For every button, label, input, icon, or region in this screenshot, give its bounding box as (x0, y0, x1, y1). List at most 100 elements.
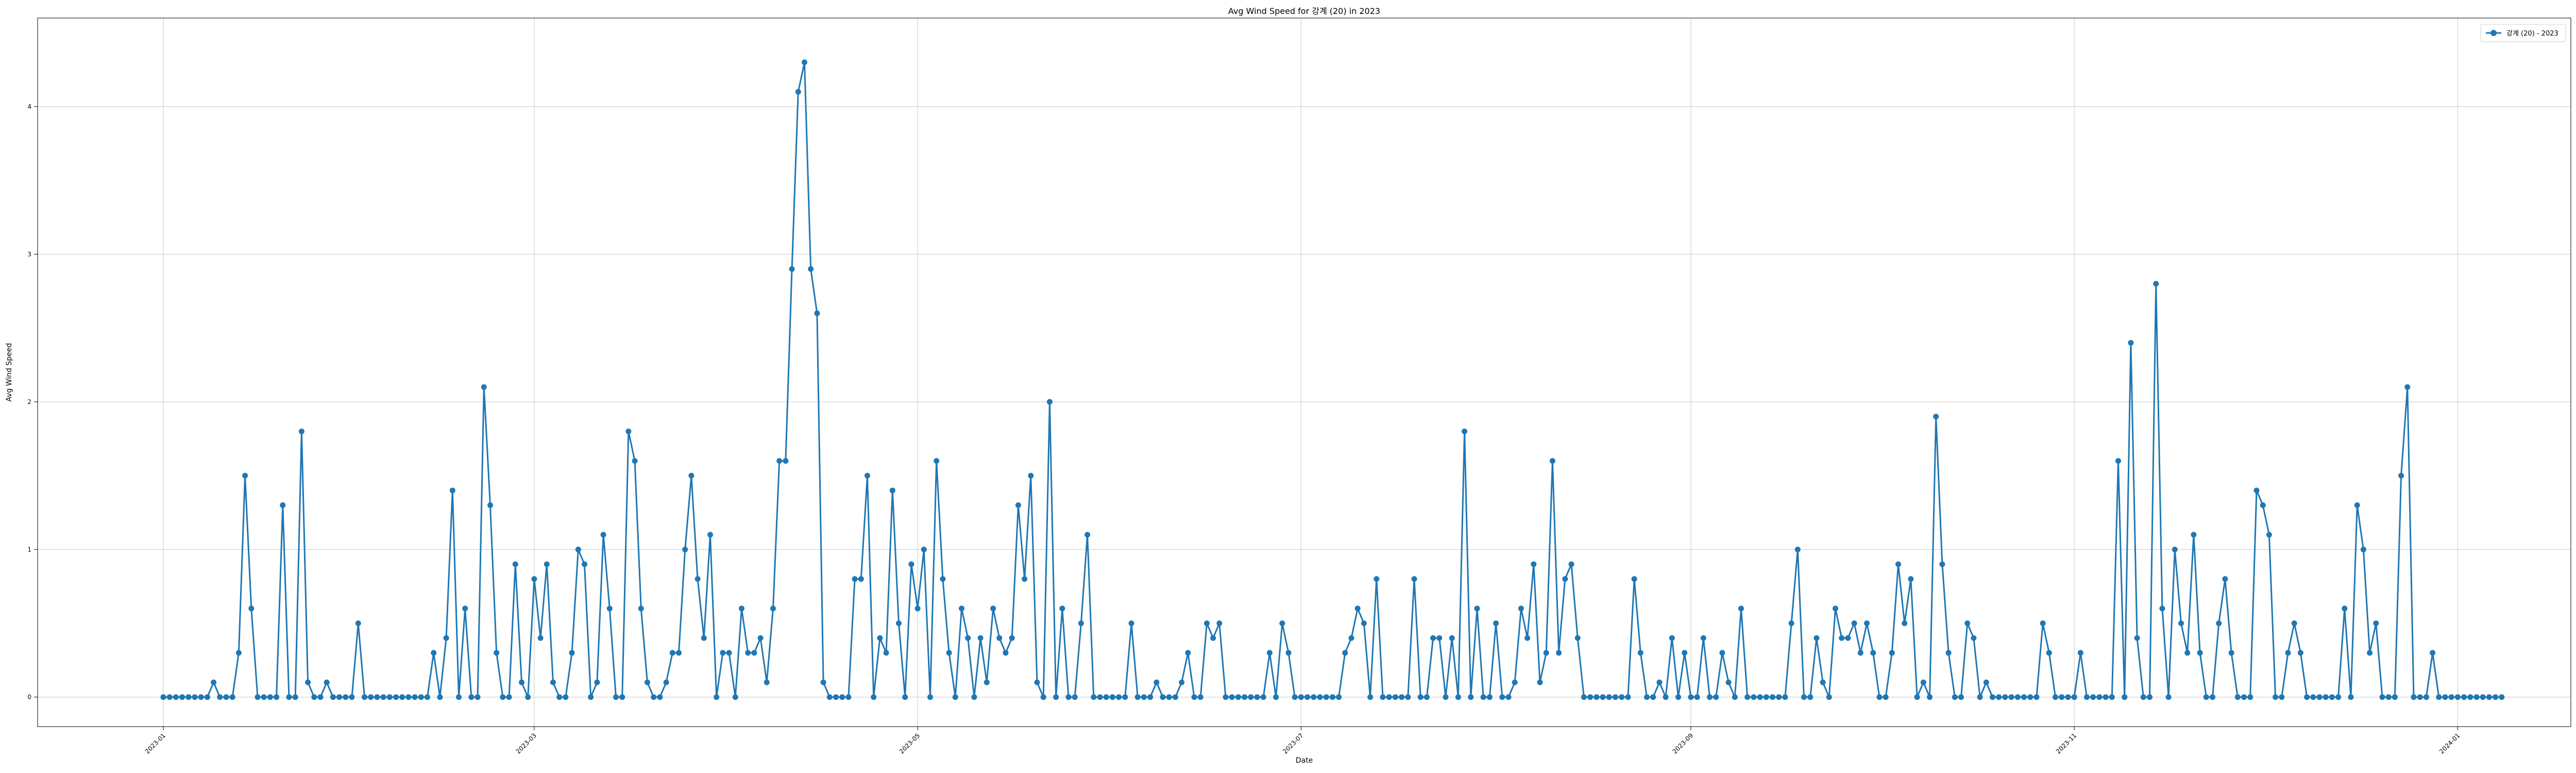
data-point (1354, 606, 1361, 612)
data-point (1336, 694, 1342, 700)
data-point (1065, 694, 1072, 700)
data-point (946, 650, 952, 656)
data-point (2210, 694, 2215, 700)
data-point (2109, 694, 2115, 700)
data-point (1273, 694, 1279, 700)
data-point (298, 428, 304, 434)
data-point (1606, 694, 1612, 700)
data-point (305, 679, 311, 685)
data-point (1072, 694, 1078, 700)
data-point (694, 576, 701, 582)
data-point (745, 650, 751, 656)
x-tick-label: 2024-01 (2438, 732, 2461, 755)
data-point (2033, 694, 2040, 700)
data-point (2046, 650, 2052, 656)
data-point (1154, 679, 1160, 685)
data-point (449, 488, 455, 494)
data-point (2128, 340, 2134, 346)
data-point (525, 694, 531, 700)
data-point (1656, 679, 1663, 685)
data-point (1009, 635, 1015, 641)
data-point (2191, 532, 2197, 538)
data-point (2273, 694, 2279, 700)
data-point (1059, 606, 1065, 612)
data-point (2417, 694, 2423, 700)
data-point (386, 694, 393, 700)
series-line (163, 62, 2502, 700)
data-point (1574, 635, 1581, 641)
data-point (934, 458, 940, 464)
data-point (1833, 606, 1838, 612)
data-point (1242, 694, 1248, 700)
data-point (1462, 428, 1468, 434)
data-point (399, 694, 405, 700)
data-point (2153, 281, 2159, 287)
data-point (2392, 694, 2398, 700)
data-point (1788, 620, 1794, 626)
data-point (1851, 620, 1857, 626)
data-point (2027, 694, 2033, 700)
data-point (537, 635, 544, 641)
data-point (1317, 694, 1323, 700)
data-point (1097, 694, 1103, 700)
data-point (1983, 679, 1989, 685)
data-point (192, 694, 198, 700)
data-point (2499, 694, 2505, 700)
data-point (1443, 694, 1449, 700)
data-point (2297, 650, 2303, 656)
data-point (2122, 694, 2128, 700)
data-point (1644, 694, 1650, 700)
legend-box (2480, 24, 2566, 42)
data-point (544, 561, 550, 567)
data-point (833, 694, 839, 700)
data-point (625, 428, 632, 434)
x-tick-label: 2023-05 (898, 732, 921, 755)
data-point (1839, 635, 1845, 641)
data-point (1298, 694, 1304, 700)
data-point (1870, 650, 1876, 656)
data-point (1719, 650, 1725, 656)
data-point (563, 694, 569, 700)
data-point (2279, 694, 2285, 700)
data-point (726, 650, 732, 656)
data-point (173, 694, 179, 700)
data-point (789, 266, 795, 272)
data-point (971, 694, 977, 700)
data-point (845, 694, 852, 700)
data-point (1248, 694, 1254, 700)
data-point (1990, 694, 1995, 700)
data-point (1399, 694, 1405, 700)
data-point (1814, 635, 1820, 641)
data-point (1631, 576, 1637, 582)
data-point (921, 546, 927, 552)
data-point (1707, 694, 1713, 700)
data-point (1505, 694, 1512, 700)
data-point (1455, 694, 1461, 700)
data-point (1122, 694, 1128, 700)
data-point (2002, 694, 2008, 700)
data-point (311, 694, 317, 700)
data-point (1537, 679, 1543, 685)
data-point (1285, 650, 1292, 656)
data-point (248, 606, 255, 612)
data-point (1417, 694, 1423, 700)
data-point (1920, 679, 1926, 685)
data-point (481, 384, 487, 390)
data-point (606, 606, 613, 612)
data-point (2360, 546, 2366, 552)
data-point (1549, 458, 1555, 464)
data-point (235, 650, 242, 656)
data-point (500, 694, 506, 700)
data-point (2291, 620, 2297, 626)
data-point (2423, 694, 2429, 700)
data-point (2253, 488, 2260, 494)
data-point (852, 576, 858, 582)
data-point (519, 679, 524, 685)
data-point (1663, 694, 1669, 700)
data-point (1725, 679, 1732, 685)
data-point (292, 694, 298, 700)
data-point (2310, 694, 2316, 700)
data-point (1581, 694, 1587, 700)
data-point (732, 694, 738, 700)
grid (38, 18, 2571, 727)
